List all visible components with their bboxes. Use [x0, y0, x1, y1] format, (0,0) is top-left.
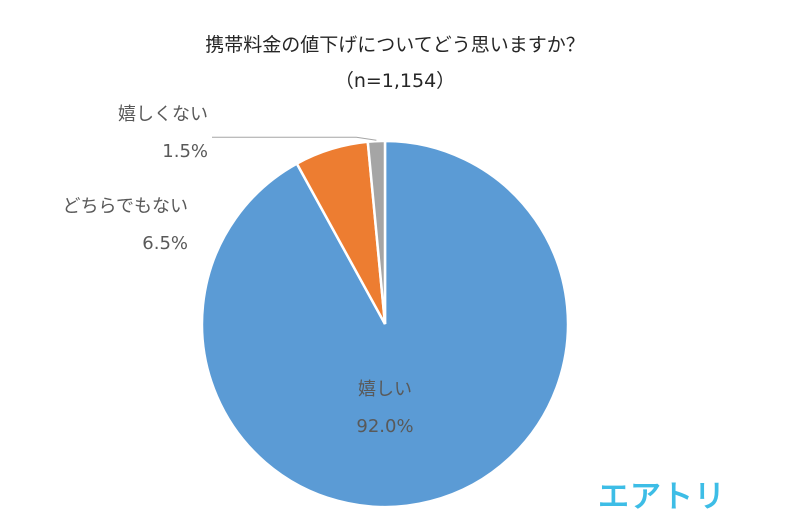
- chart-subtitle: （n=1,154）: [334, 70, 456, 92]
- pie-slice-2: [366, 139, 387, 325]
- slice-value-label-1: 6.5%: [142, 233, 188, 254]
- slice-value-label-0: 92.0%: [356, 416, 413, 437]
- slice-label-1: どちらでもない: [63, 196, 188, 217]
- slice-value-label-2: 1.5%: [162, 141, 208, 162]
- slice-label-2: 嬉しくない: [118, 104, 208, 125]
- slice-label-0: 嬉しい: [358, 379, 412, 400]
- chart-title: 携帯料金の値下げについてどう思いますか？: [205, 34, 585, 56]
- brand-logo: エアトリ: [598, 479, 726, 515]
- leader-line: [212, 136, 377, 141]
